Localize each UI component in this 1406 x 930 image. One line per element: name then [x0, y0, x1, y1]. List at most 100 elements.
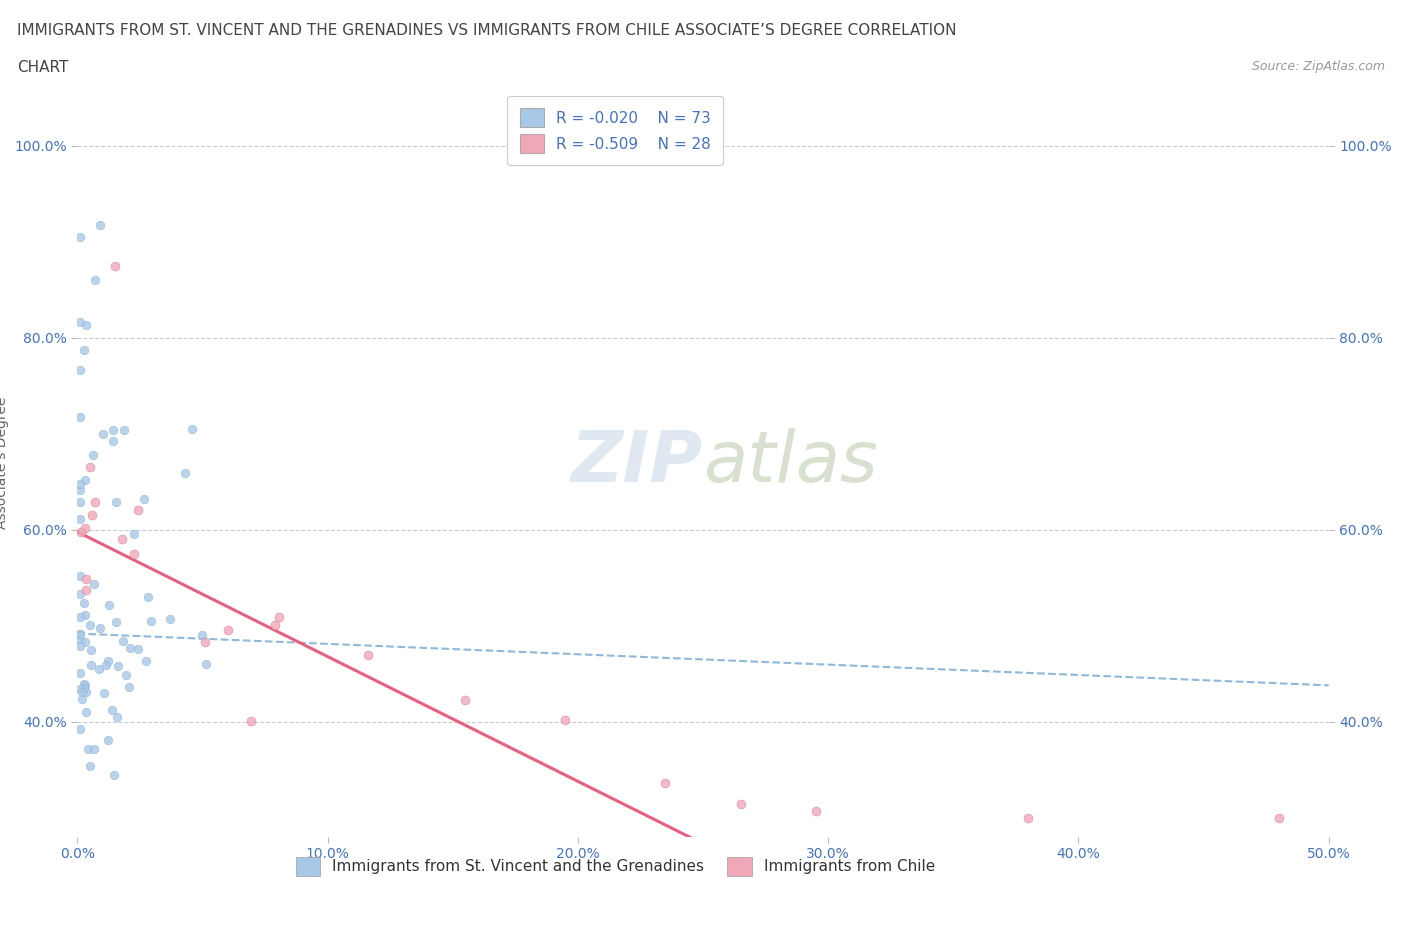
Point [69, 721, 91, 736]
Point [69, 568, 91, 583]
Point [69, 682, 91, 697]
Point [239, 714, 262, 729]
Point [79, 658, 101, 672]
Point [107, 658, 129, 673]
Point [357, 647, 380, 662]
Point [69, 627, 91, 642]
Point [69, 314, 91, 329]
Point [454, 693, 477, 708]
Point [73, 595, 96, 610]
Point [75, 572, 97, 587]
Point [112, 422, 135, 437]
Point [73, 677, 96, 692]
Point [70, 684, 93, 699]
Point [173, 465, 195, 480]
Point [75, 705, 97, 720]
Point [97, 733, 120, 748]
Point [111, 531, 134, 546]
Point [69, 476, 91, 491]
Point [82, 508, 104, 523]
Point [97, 597, 120, 612]
Point [69, 626, 91, 641]
Point [191, 628, 214, 643]
Legend: Immigrants from St. Vincent and the Grenadines, Immigrants from Chile: Immigrants from St. Vincent and the Gren… [290, 851, 941, 882]
Point [120, 641, 142, 656]
Point [104, 259, 127, 273]
Point [80, 643, 103, 658]
Point [654, 776, 676, 790]
Point [69, 410, 91, 425]
Point [72, 692, 94, 707]
Point [115, 668, 138, 683]
Point [75, 472, 97, 487]
Point [122, 547, 145, 562]
Point [79, 759, 101, 774]
Point [127, 642, 149, 657]
Point [804, 804, 827, 818]
Point [83, 742, 105, 757]
Point [69, 632, 91, 647]
Point [195, 657, 218, 671]
Point [1267, 810, 1289, 825]
Point [91, 426, 114, 441]
Point [124, 526, 146, 541]
Point [75, 317, 97, 332]
Point [84, 272, 107, 287]
Point [70, 525, 93, 539]
Text: Source: ZipAtlas.com: Source: ZipAtlas.com [1251, 60, 1385, 73]
Point [96, 658, 118, 672]
Point [75, 634, 97, 649]
Point [217, 622, 239, 637]
Point [69, 363, 91, 378]
Point [136, 590, 159, 604]
Point [89, 218, 111, 232]
Point [127, 503, 149, 518]
Point [134, 491, 156, 506]
Point [84, 495, 107, 510]
Point [79, 618, 101, 632]
Point [69, 665, 91, 680]
Point [101, 422, 124, 437]
Point [69, 639, 91, 654]
Point [111, 633, 134, 648]
Point [89, 661, 111, 676]
Point [141, 614, 163, 629]
Point [134, 654, 156, 669]
Point [75, 685, 97, 700]
Point [93, 685, 115, 700]
Y-axis label: Associate's Degree: Associate's Degree [0, 396, 8, 529]
Point [194, 634, 217, 649]
Point [72, 681, 94, 696]
Point [118, 679, 141, 694]
Point [730, 796, 752, 811]
Point [75, 582, 97, 597]
Point [69, 587, 91, 602]
Point [97, 654, 120, 669]
Point [69, 512, 91, 526]
Point [104, 495, 127, 510]
Point [73, 521, 96, 536]
Text: CHART: CHART [17, 60, 69, 75]
Point [69, 610, 91, 625]
Point [82, 448, 104, 463]
Point [75, 607, 97, 622]
Point [83, 577, 105, 591]
Point [181, 421, 204, 436]
Point [69, 483, 91, 498]
Point [73, 677, 96, 692]
Point [101, 702, 124, 717]
Point [103, 767, 125, 782]
Point [89, 620, 111, 635]
Point [159, 612, 181, 627]
Text: ZIP: ZIP [571, 428, 703, 498]
Point [79, 459, 101, 474]
Text: atlas: atlas [703, 428, 877, 498]
Point [264, 618, 287, 632]
Point [103, 433, 125, 448]
Point [77, 741, 100, 756]
Point [554, 712, 576, 727]
Point [69, 495, 91, 510]
Point [69, 230, 91, 245]
Point [1017, 810, 1039, 825]
Point [72, 342, 94, 357]
